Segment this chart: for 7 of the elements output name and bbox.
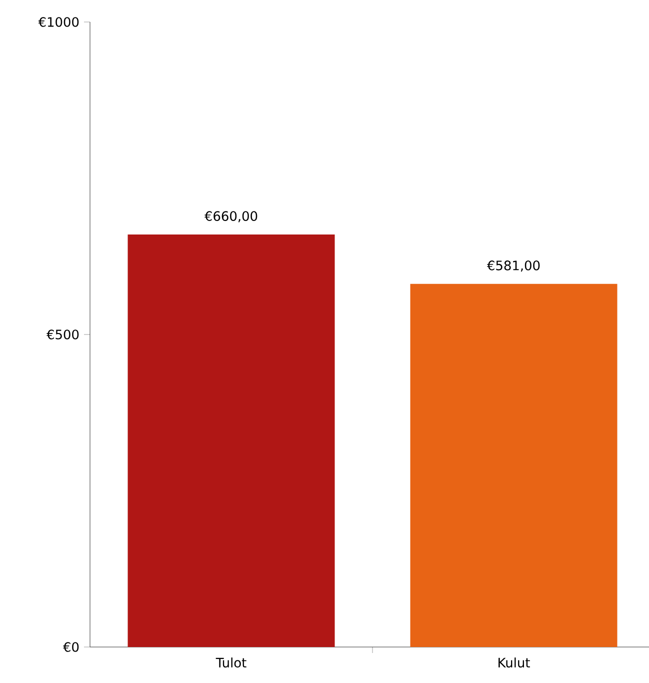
data-label: €581,00 [486,260,540,272]
y-tick-label: €0 [63,642,79,652]
y-tick-label: €1000 [38,17,79,27]
x-tick-label: Tulot [216,658,246,668]
x-tick-label: Kulut [498,658,530,668]
data-label: €660,00 [204,211,258,222]
y-tick-label: €500 [46,330,79,340]
